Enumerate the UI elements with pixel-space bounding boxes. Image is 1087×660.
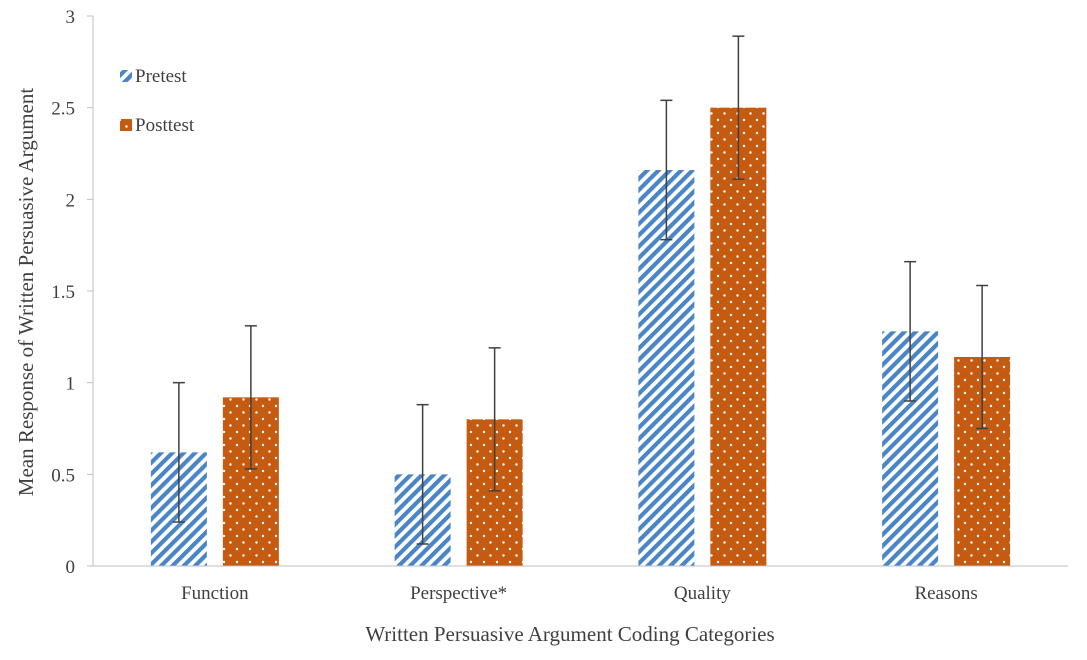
x-tick-label: Reasons: [914, 583, 977, 604]
y-tick-label: 0: [66, 557, 76, 578]
x-axis: Function Perspective* Quality Reasons: [93, 565, 1068, 604]
x-tick-label: Perspective*: [410, 583, 507, 604]
x-tick-label: Function: [181, 583, 249, 604]
y-tick-label: 1: [66, 374, 76, 395]
y-tick-label: 1.5: [51, 282, 75, 303]
legend: Pretest Posttest: [120, 66, 195, 136]
error-bar-posttest: [976, 284, 989, 430]
y-tick-label: 3: [66, 7, 76, 28]
legend-swatch-pretest: [120, 70, 132, 82]
x-axis-title: Written Persuasive Argument Coding Categ…: [365, 622, 774, 646]
bar-posttest: [710, 107, 767, 567]
error-bar-pretest: [416, 403, 429, 545]
error-bar-posttest: [732, 35, 745, 180]
y-axis: 0 0.5 1 1.5 2 2.5 3: [51, 7, 94, 578]
legend-label-posttest: Posttest: [135, 115, 195, 136]
y-tick-label: 2: [66, 190, 76, 211]
error-bar-posttest: [244, 325, 257, 470]
error-bar-posttest: [488, 347, 501, 492]
y-tick-label: 2.5: [51, 99, 75, 120]
error-bar-pretest: [172, 381, 185, 523]
bars: [150, 107, 1011, 567]
legend-label-pretest: Pretest: [135, 66, 187, 87]
x-tick-label: Quality: [674, 583, 731, 604]
y-tick-label: 0.5: [51, 465, 75, 486]
error-bars: [172, 35, 989, 545]
error-bar-pretest: [904, 260, 917, 402]
legend-swatch-posttest: [120, 119, 132, 131]
y-axis-title: Mean Response of Written Persuasive Argu…: [14, 88, 38, 497]
error-bar-pretest: [660, 99, 673, 241]
